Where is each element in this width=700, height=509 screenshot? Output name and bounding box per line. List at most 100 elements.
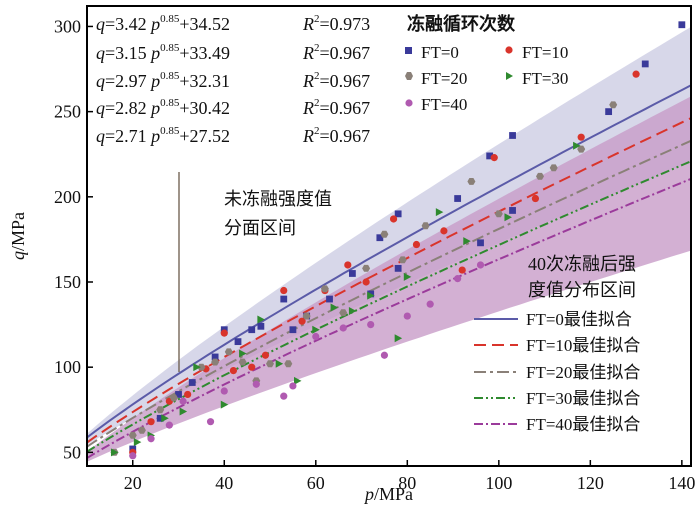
- plot-frame: [86, 5, 692, 467]
- x-tick-label-120: 120: [577, 473, 604, 493]
- fit-legend-label-ft30: FT=30最佳拟合: [526, 389, 640, 408]
- legend-label-ft40: FT=40: [421, 95, 467, 114]
- fit-legend-label-ft0: FT=0最佳拟合: [526, 310, 632, 329]
- point-ft20-16: [362, 264, 371, 272]
- fit-line-0: [87, 84, 691, 439]
- r2-ft40: R2=0.967: [302, 125, 370, 146]
- legend-label-ft20: FT=20: [421, 69, 467, 88]
- point-ft20-5: [169, 394, 178, 402]
- point-ft40-0: [93, 469, 100, 476]
- point-ft10-8: [248, 363, 256, 371]
- point-ft0-24: [605, 108, 613, 116]
- point-ft20-19: [421, 222, 430, 230]
- point-ft30-18: [463, 237, 471, 246]
- fit-legend-label-ft40: FT=40最佳拟合: [526, 415, 640, 434]
- point-ft0-14: [348, 270, 356, 277]
- point-ft40-12: [367, 320, 375, 329]
- point-ft20-18: [398, 256, 407, 264]
- point-ft0-2: [156, 414, 164, 422]
- fit-line-1: [87, 117, 691, 444]
- point-ft20-7: [211, 358, 220, 366]
- point-ft10-0: [93, 469, 100, 476]
- legend-marker-ft0: [405, 47, 412, 54]
- y-tick-label-300: 300: [54, 16, 81, 36]
- fit-equations: q=3.42 p0.85+34.52 R2=0.973 q=3.15 p0.85…: [96, 13, 370, 146]
- r2-ft10: R2=0.967: [302, 42, 370, 63]
- x-tick-label-20: 20: [124, 473, 142, 493]
- legend-label-ft0: FT=0: [421, 43, 459, 62]
- point-ft10-11: [298, 317, 306, 325]
- point-ft20-20: [467, 178, 476, 185]
- point-ft20-2: [128, 431, 137, 439]
- point-ft20-23: [549, 164, 558, 172]
- y-tick-label-200: 200: [54, 187, 81, 207]
- point-ft0-0: [93, 466, 100, 473]
- point-ft0-18: [394, 210, 402, 218]
- point-ft10-9: [261, 351, 270, 359]
- point-ft40-8: [280, 392, 288, 400]
- point-ft10-7: [229, 366, 238, 375]
- point-ft0-25: [641, 60, 649, 68]
- band-ft40: [87, 96, 691, 462]
- point-ft40-7: [252, 380, 260, 388]
- point-ft30-5: [193, 363, 201, 372]
- point-ft0-22: [509, 132, 516, 139]
- point-ft0-26: [678, 21, 686, 29]
- point-ft30-16: [403, 272, 412, 281]
- point-ft0-7: [234, 338, 242, 346]
- point-ft40-16: [454, 274, 462, 283]
- point-ft30-11: [312, 325, 320, 334]
- x-tick-label-100: 100: [485, 473, 512, 493]
- point-ft0-10: [280, 295, 288, 303]
- x-axis-label: p/MPa: [363, 484, 413, 504]
- equation-ft10: q=3.15 p0.85+33.49: [96, 42, 230, 63]
- point-ft0-13: [326, 295, 333, 303]
- x-tick-label-60: 60: [307, 473, 325, 493]
- fit-legend-label-ft10: FT=10最佳拟合: [526, 336, 640, 355]
- point-ft20-12: [284, 360, 293, 368]
- legend-marker-ft30: [506, 72, 513, 80]
- point-ft40-10: [312, 332, 320, 341]
- point-ft20-4: [156, 406, 165, 414]
- r2-ft20: R2=0.967: [302, 70, 370, 91]
- point-ft30-1: [133, 438, 142, 447]
- point-ft20-17: [380, 230, 389, 238]
- point-ft30-17: [435, 208, 444, 217]
- point-ft10-16: [412, 240, 421, 249]
- series-legend-title: 冻融循环次数: [407, 13, 516, 34]
- point-ft20-6: [197, 363, 206, 371]
- series-legend: 冻融循环次数 FT=0 FT=10 FT=20 FT=30 FT=40: [405, 13, 568, 114]
- point-ft10-20: [531, 194, 540, 203]
- point-ft40-1: [129, 452, 137, 460]
- point-ft10-15: [389, 215, 398, 223]
- point-ft20-13: [302, 312, 311, 320]
- point-ft40-13: [380, 351, 389, 359]
- equation-ft0: q=3.42 p0.85+34.52: [96, 13, 230, 34]
- point-ft10-22: [632, 70, 640, 78]
- equation-ft40: q=2.71 p0.85+27.52: [96, 125, 230, 146]
- legend-marker-ft20: [405, 72, 413, 80]
- y-tick-label-50: 50: [63, 442, 81, 462]
- fit-line-2: [87, 139, 691, 448]
- r2-ft0: R2=0.973: [302, 13, 370, 34]
- point-ft10-10: [280, 286, 288, 295]
- point-ft20-14: [320, 285, 329, 293]
- point-ft40-3: [165, 421, 173, 429]
- point-ft0-9: [257, 322, 265, 330]
- point-ft0-16: [376, 234, 384, 242]
- point-ft30-14: [367, 291, 375, 300]
- point-ft20-22: [536, 172, 544, 180]
- point-ft30-0: [110, 448, 119, 457]
- fit-legend-label-ft20: FT=20最佳拟合: [526, 363, 640, 382]
- point-ft10-14: [362, 278, 370, 286]
- fit-legend: FT=0最佳拟合 FT=10最佳拟合 FT=20最佳拟合 FT=30最佳拟合 F…: [474, 310, 640, 434]
- band-label-unfrozen-line2: 分面区间: [224, 218, 296, 238]
- point-ft40-15: [426, 300, 434, 308]
- point-ft0-17: [394, 264, 402, 272]
- point-ft0-20: [477, 239, 484, 247]
- point-ft40-17: [476, 261, 485, 269]
- x-tick-label-140: 140: [668, 473, 695, 493]
- y-tick-label-250: 250: [54, 102, 81, 122]
